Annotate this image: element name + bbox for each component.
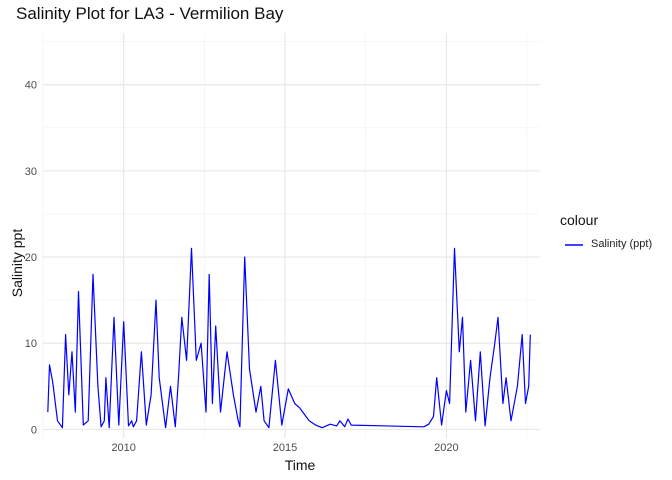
y-tick-label: 40	[25, 80, 37, 92]
y-tick-label: 10	[25, 338, 37, 350]
series-line	[47, 247, 531, 429]
legend-key-salinity	[565, 244, 583, 246]
chart-title: Salinity Plot for LA3 - Vermilion Bay	[16, 4, 284, 23]
y-tick-label: 0	[31, 424, 37, 436]
y-tick-label: 20	[25, 252, 37, 264]
x-tick-label: 2020	[434, 442, 458, 454]
legend-title: colour	[560, 212, 599, 228]
x-tick-label: 2010	[111, 442, 135, 454]
y-axis-label: Salinity ppt	[9, 228, 25, 298]
legend-label-salinity: Salinity (ppt)	[591, 238, 653, 250]
x-tick-label: 2015	[273, 442, 297, 454]
y-tick-label: 30	[25, 166, 37, 178]
x-axis-label: Time	[284, 457, 316, 473]
